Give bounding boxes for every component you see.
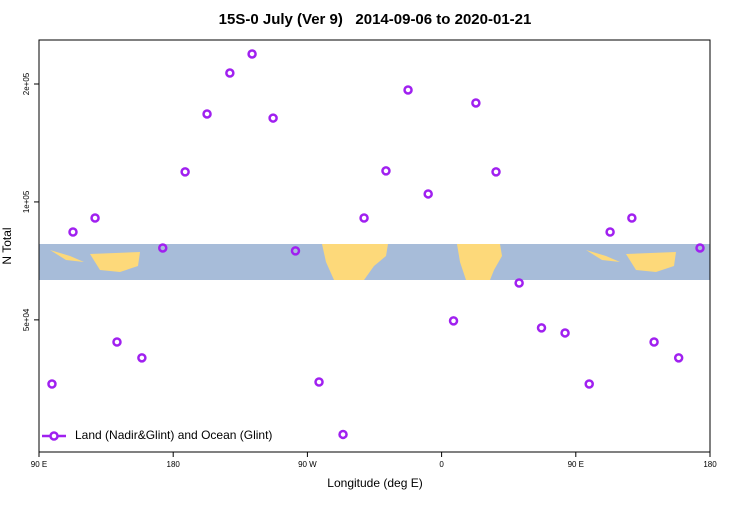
point xyxy=(423,189,433,199)
point xyxy=(90,213,100,223)
point xyxy=(314,377,324,387)
legend-label: Land (Nadir&Glint) and Ocean (Glint) xyxy=(75,428,272,442)
point xyxy=(137,353,147,363)
point xyxy=(584,379,594,389)
map-band xyxy=(39,244,710,280)
chart-title: 15S-0 July (Ver 9) 2014-09-06 to 2020-01… xyxy=(219,11,532,28)
point xyxy=(47,379,57,389)
x-tick-label: 90 E xyxy=(568,460,584,469)
point xyxy=(536,323,547,333)
x-tick-label: 0 xyxy=(439,460,444,469)
point xyxy=(225,68,235,78)
y-tick-label: 2e+05 xyxy=(22,72,31,95)
legend-marker xyxy=(49,431,59,441)
point xyxy=(673,353,684,363)
plot-frame xyxy=(38,39,711,453)
point xyxy=(180,167,190,177)
point xyxy=(448,316,459,326)
point xyxy=(560,328,570,338)
point xyxy=(268,113,278,123)
x-tick-label: 180 xyxy=(703,460,717,469)
y-tick-label: 1e+05 xyxy=(22,190,31,213)
point xyxy=(649,337,659,347)
point xyxy=(514,278,524,288)
point xyxy=(359,213,369,223)
point xyxy=(290,246,301,256)
point xyxy=(68,227,78,237)
point xyxy=(112,337,122,347)
y-axis-label: N Total xyxy=(0,227,14,264)
x-tick-label: 90 E xyxy=(31,460,47,469)
point xyxy=(403,85,413,95)
point xyxy=(471,98,481,108)
point xyxy=(247,49,257,59)
x-tick-label: 90 W xyxy=(298,460,317,469)
y-tick-label: 5e+04 xyxy=(22,308,31,331)
point xyxy=(338,429,348,440)
point xyxy=(491,167,501,177)
point xyxy=(158,243,168,253)
point xyxy=(695,243,705,253)
point xyxy=(605,227,615,237)
point xyxy=(202,109,212,119)
x-tick-label: 180 xyxy=(167,460,181,469)
point xyxy=(381,166,391,176)
point xyxy=(627,213,637,223)
x-axis-label: Longitude (deg E) xyxy=(327,476,422,490)
